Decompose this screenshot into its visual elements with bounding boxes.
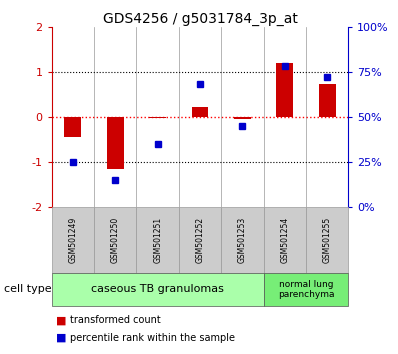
- Bar: [318, 84, 336, 117]
- Text: GSM501254: GSM501254: [280, 217, 289, 263]
- Bar: [149, 117, 166, 118]
- Text: GSM501255: GSM501255: [322, 217, 332, 263]
- Text: GSM501253: GSM501253: [238, 217, 247, 263]
- Text: normal lung
parenchyma: normal lung parenchyma: [278, 280, 334, 299]
- Text: GSM501252: GSM501252: [195, 217, 205, 263]
- Text: GSM501251: GSM501251: [153, 217, 162, 263]
- Text: ■: ■: [56, 315, 66, 325]
- Bar: [64, 117, 81, 137]
- Title: GDS4256 / g5031784_3p_at: GDS4256 / g5031784_3p_at: [103, 12, 297, 25]
- Text: transformed count: transformed count: [70, 315, 160, 325]
- Text: percentile rank within the sample: percentile rank within the sample: [70, 333, 235, 343]
- Text: caseous TB granulomas: caseous TB granulomas: [91, 284, 224, 295]
- Bar: [107, 117, 124, 169]
- Text: cell type ▶: cell type ▶: [4, 284, 64, 295]
- Bar: [234, 117, 251, 119]
- Text: ■: ■: [56, 333, 66, 343]
- Text: GSM501250: GSM501250: [111, 217, 120, 263]
- Bar: [276, 63, 293, 117]
- Text: GSM501249: GSM501249: [68, 217, 78, 263]
- Bar: [191, 107, 209, 117]
